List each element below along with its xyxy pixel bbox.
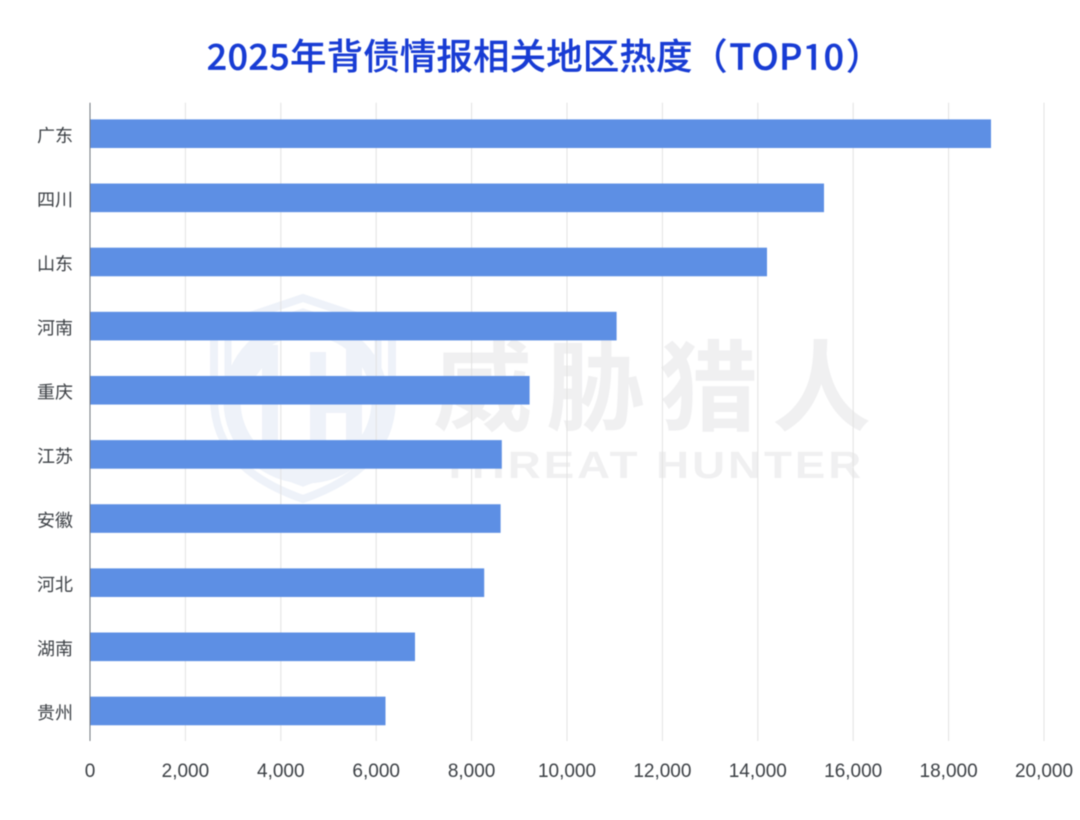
- svg-text:16,000: 16,000: [824, 761, 882, 782]
- svg-text:20,000: 20,000: [1015, 761, 1073, 782]
- svg-text:8,000: 8,000: [448, 761, 496, 782]
- svg-text:4,000: 4,000: [257, 761, 305, 782]
- svg-text:THREAT HUNTER: THREAT HUNTER: [441, 444, 864, 487]
- svg-text:6,000: 6,000: [352, 761, 400, 782]
- svg-text:14,000: 14,000: [729, 761, 787, 782]
- svg-text:18,000: 18,000: [920, 761, 978, 782]
- svg-text:2,000: 2,000: [162, 761, 210, 782]
- svg-text:10,000: 10,000: [538, 761, 596, 782]
- svg-text:0: 0: [85, 761, 96, 782]
- svg-text:12,000: 12,000: [633, 761, 691, 782]
